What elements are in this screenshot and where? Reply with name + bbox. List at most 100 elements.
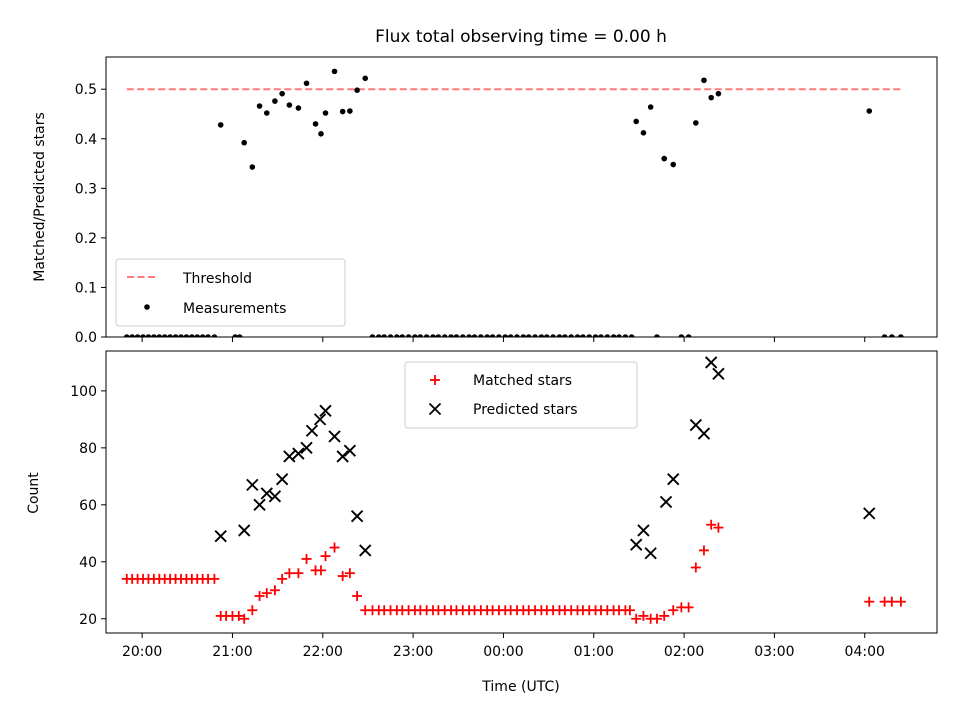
- measurement-point: [129, 334, 135, 337]
- measurement-point: [471, 334, 478, 337]
- predicted-star-point: [275, 473, 289, 486]
- matched-star-point: [638, 610, 649, 621]
- predicted-star-point: [863, 507, 876, 520]
- matched-star-point: [247, 605, 258, 616]
- matched-star-point: [315, 565, 326, 576]
- bottom-panel: 20 40 60 80 100 20:00 21:00 22:00 23:00 00:00 01:0…: [26, 350, 938, 695]
- bottom-axes-frame: [105, 350, 938, 634]
- measurement-point: [145, 334, 152, 337]
- measurement-point: [369, 334, 376, 337]
- top-y-tick-label: 0.2: [75, 231, 97, 247]
- measurement-point: [532, 334, 538, 337]
- measurement-point: [586, 334, 593, 337]
- measurement-point: [654, 334, 660, 337]
- measurement-point: [167, 334, 173, 337]
- measurement-point: [616, 334, 622, 337]
- bottom-y-tick-label: 60: [79, 498, 97, 514]
- measurement-point: [550, 334, 556, 337]
- measurement-point: [562, 334, 568, 337]
- measurement-point: [256, 103, 263, 109]
- measurement-point: [417, 334, 424, 337]
- bottom-legend: Matched stars Predicted stars: [404, 361, 638, 429]
- bottom-y-tick-label: 100: [70, 384, 97, 400]
- measurement-point: [318, 131, 324, 137]
- predicted-star-point: [697, 427, 711, 440]
- measurement-point: [633, 118, 640, 125]
- matched-star-point: [261, 588, 272, 599]
- bottom-y-tick-label: 40: [79, 555, 97, 571]
- measurement-point: [708, 94, 714, 101]
- x-tick-label: 22:00: [303, 644, 343, 660]
- measurement-point: [610, 334, 617, 337]
- measurement-point: [405, 334, 412, 337]
- matched-star-point: [301, 553, 312, 564]
- measurement-point: [279, 90, 285, 97]
- predicted-star-point: [246, 478, 259, 492]
- top-y-tick-label: 0.4: [75, 132, 97, 148]
- predicted-star-point: [238, 524, 251, 537]
- predicted-star-point: [705, 356, 718, 369]
- measurement-point: [685, 334, 692, 337]
- bottom-legend-box: [404, 361, 638, 429]
- measurement-point: [123, 334, 130, 337]
- legend-predicted-label: Predicted stars: [473, 402, 578, 418]
- measurement-point: [898, 334, 904, 337]
- matched-star-point: [293, 568, 304, 579]
- top-axes-frame: [105, 56, 938, 338]
- bottom-y-tick-label: 80: [79, 441, 97, 457]
- matched-star-point: [239, 613, 250, 624]
- measurement-point: [598, 334, 604, 337]
- measurement-point: [399, 334, 406, 337]
- measurement-point: [199, 334, 206, 337]
- measurement-point: [362, 75, 369, 82]
- top-y-tick-label: 0.0: [75, 330, 97, 346]
- measurement-point: [331, 68, 338, 75]
- measurement-point: [466, 334, 472, 337]
- measurement-point: [543, 334, 550, 337]
- measurement-point: [387, 334, 394, 337]
- measurement-point: [249, 164, 256, 170]
- measurement-point: [489, 334, 496, 337]
- measurement-point: [151, 334, 157, 337]
- measurement-point: [232, 334, 238, 337]
- measurement-point: [172, 334, 179, 337]
- measurement-point: [507, 334, 514, 337]
- measurement-point: [574, 334, 581, 337]
- measurement-point: [640, 130, 647, 136]
- measurement-point: [211, 334, 218, 337]
- measurement-point: [881, 334, 888, 337]
- matched-star-point: [668, 605, 679, 616]
- matched-star-point: [895, 596, 906, 607]
- matched-star-point: [284, 568, 295, 579]
- measurement-point: [339, 108, 346, 115]
- measurement-point: [556, 334, 563, 337]
- x-tick-label: 00:00: [483, 644, 523, 660]
- measurement-point: [322, 110, 329, 116]
- matched-star-point: [886, 596, 897, 607]
- matched-star-point: [864, 596, 875, 607]
- predicted-star-point: [328, 430, 341, 443]
- matched-star-point: [344, 568, 355, 579]
- bottom-plot-area: 20 40 60 80 100 20:00 21:00 22:00 23:00 00:00 01:0…: [70, 350, 938, 660]
- x-tick-label: 01:00: [574, 644, 614, 660]
- predicted-star-point: [292, 447, 305, 460]
- top-data-layer: [123, 68, 904, 337]
- legend-measurements-label: Measurements: [183, 301, 286, 317]
- measurement-point: [435, 334, 442, 337]
- predicted-star-point: [283, 450, 296, 463]
- measurement-point: [272, 98, 278, 104]
- matched-star-point: [352, 590, 363, 601]
- predicted-star-point: [214, 529, 227, 543]
- x-tick-label: 20:00: [122, 644, 162, 660]
- top-chart-title: Flux total observing time = 0.00 h: [375, 27, 667, 47]
- matched-star-point: [624, 605, 635, 616]
- measurement-point: [622, 334, 629, 337]
- predicted-star-point: [268, 490, 282, 503]
- x-tick-label: 02:00: [664, 644, 704, 660]
- top-y-tick-label: 0.1: [75, 280, 97, 296]
- measurement-point: [604, 334, 611, 337]
- legend-matched-label: Matched stars: [473, 373, 572, 389]
- predicted-star-point: [319, 404, 332, 417]
- matched-star-point: [254, 590, 265, 601]
- measurement-point: [715, 90, 722, 97]
